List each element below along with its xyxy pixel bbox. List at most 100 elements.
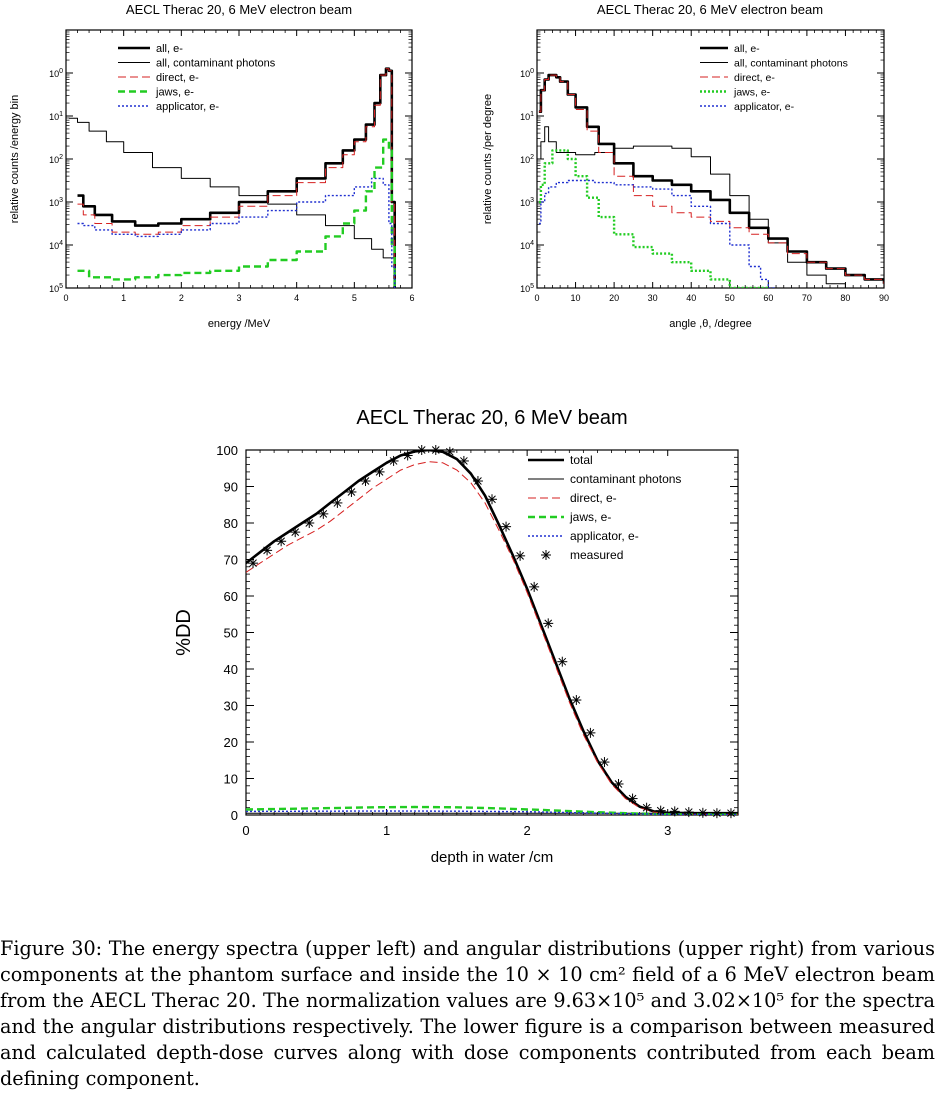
- legend-item: contaminant photons: [528, 472, 681, 486]
- legend: total contaminant photons direct, e-jaws, …: [528, 453, 681, 562]
- figure-caption: Figure 30: The energy spectra (upper lef…: [0, 936, 935, 1092]
- series-all-contaminant-photons: [538, 126, 884, 288]
- caption-label: Figure 30:: [0, 937, 103, 960]
- legend-item: applicator, e-: [528, 529, 639, 543]
- x-axis-label: depth in water /cm: [431, 849, 554, 866]
- series-direct-e: [538, 74, 884, 284]
- measured-marker: [557, 656, 568, 667]
- legend-label: jaws, e-: [733, 87, 771, 99]
- legend-item: direct, e-: [528, 491, 617, 505]
- measured-marker: [641, 802, 652, 813]
- measured-marker: [290, 527, 301, 538]
- x-tick-label: 60: [763, 293, 773, 303]
- legend-label: all, contaminant photons: [734, 58, 848, 70]
- legend-label: applicator, e-: [156, 101, 219, 113]
- y-axis-label: %DD: [173, 609, 195, 656]
- chart-3: AECL Therac 20, 6 MeV beam depth in water…: [173, 407, 739, 866]
- series-measured: [248, 445, 736, 819]
- x-tick-label: 4: [294, 293, 299, 303]
- legend-label: direct, e-: [734, 72, 775, 84]
- series-all-e: [538, 73, 884, 284]
- chart-title: AECL Therac 20, 6 MeV electron beam: [597, 2, 823, 17]
- y-tick-label: 103: [49, 197, 63, 208]
- chart-2: AECL Therac 20, 6 MeV electron beam angle…: [482, 2, 889, 330]
- legend-label: measured: [570, 548, 623, 562]
- y-tick-label: 10: [224, 772, 238, 787]
- x-tick-label: 2: [179, 293, 184, 303]
- y-tick-label: 30: [224, 699, 238, 714]
- plot-frame: [245, 449, 739, 816]
- y-tick-label: 0: [231, 808, 238, 823]
- measured-marker: [472, 476, 483, 487]
- legend-label: direct, e-: [156, 72, 199, 84]
- legend-item: all, e-: [700, 43, 760, 55]
- measured-marker: [697, 807, 708, 818]
- y-tick-label: 103: [520, 197, 534, 208]
- series-applicator-e: [538, 179, 776, 288]
- legend-label: applicator, e-: [734, 101, 795, 113]
- legend-label: all, e-: [734, 43, 760, 55]
- measured-marker: [262, 545, 273, 556]
- legend-label: all, contaminant photons: [156, 58, 276, 70]
- measured-marker: [571, 695, 582, 706]
- x-tick-label: 5: [352, 293, 357, 303]
- y-axis-label: relative counts /per degree: [482, 94, 494, 224]
- measured-marker: [332, 497, 343, 508]
- y-tick-label: 100: [520, 68, 534, 79]
- legend-item: all, contaminant photons: [118, 58, 276, 70]
- measured-marker: [655, 805, 666, 816]
- legend-item: all, e-: [118, 43, 183, 55]
- y-tick-label: 100: [216, 443, 238, 458]
- measured-marker: [543, 618, 554, 629]
- y-tick-label: 102: [49, 154, 63, 165]
- x-tick-label: 90: [879, 293, 889, 303]
- measured-marker: [599, 757, 610, 768]
- measured-marker: [487, 494, 497, 505]
- x-tick-label: 6: [409, 293, 414, 303]
- measured-marker: [585, 727, 596, 738]
- series-jaws-e: [538, 149, 769, 288]
- series-jaws-e: [246, 805, 738, 815]
- y-tick-label: 104: [49, 240, 63, 251]
- measured-marker: [318, 508, 329, 519]
- measured-marker: [669, 806, 680, 817]
- legend-swatch: [542, 551, 550, 559]
- series-all-contaminant-photons: [68, 117, 396, 288]
- chart-title: AECL Therac 20, 6 MeV electron beam: [126, 2, 352, 17]
- y-tick-label: 50: [224, 626, 238, 641]
- measured-marker: [515, 550, 526, 561]
- measured-marker: [416, 445, 427, 455]
- y-tick-label: 101: [49, 111, 63, 122]
- y-tick-label: 80: [224, 516, 238, 531]
- measured-marker: [430, 445, 441, 455]
- y-tick-label: 60: [224, 589, 238, 604]
- legend-item: direct, e-: [118, 72, 199, 84]
- measured-marker: [360, 476, 371, 487]
- measured-marker: [304, 518, 315, 528]
- y-tick-label: 105: [520, 283, 534, 294]
- y-axis-label: relative counts /energy bin: [9, 95, 21, 223]
- y-tick-label: 100: [49, 68, 63, 79]
- measured-marker: [346, 486, 357, 497]
- x-tick-label: 50: [725, 293, 735, 303]
- y-tick-label: 104: [520, 240, 534, 251]
- measured-marker: [248, 558, 259, 569]
- measured-marker: [458, 455, 469, 466]
- y-tick-label: 40: [224, 662, 238, 677]
- series-jaws-e: [77, 138, 396, 288]
- x-tick-label: 30: [648, 293, 658, 303]
- y-tick-label: 20: [224, 735, 238, 750]
- series-total: [246, 450, 738, 815]
- x-tick-label: 70: [802, 293, 812, 303]
- x-tick-label: 0: [63, 293, 68, 303]
- legend-item: all, contaminant photons: [700, 58, 848, 70]
- legend-label: total: [570, 453, 593, 467]
- measured-marker: [725, 808, 736, 819]
- series-direct-e: [246, 461, 738, 815]
- x-tick-label: 2: [524, 823, 531, 838]
- series-direct-e: [77, 68, 396, 288]
- series-all-e: [77, 67, 396, 288]
- y-tick-label: 105: [49, 283, 63, 294]
- x-tick-label: 80: [840, 293, 850, 303]
- chart-title: AECL Therac 20, 6 MeV beam: [356, 407, 627, 429]
